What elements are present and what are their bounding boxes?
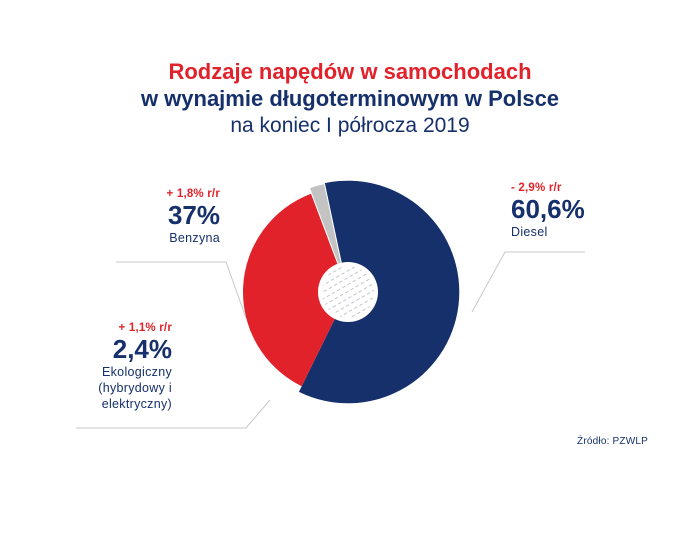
title-line-2: w wynajmie długoterminowym w Polsce	[140, 86, 560, 111]
diesel-value: 60,6%	[511, 194, 585, 224]
source-note: Źródło: PZWLP	[577, 436, 648, 447]
eko-name-line1: Ekologiczny	[102, 365, 172, 379]
slice-benzyna	[242, 193, 348, 387]
leader-diesel	[471, 251, 585, 313]
benzyna-value: 37%	[167, 200, 220, 230]
benzyna-change: + 1,8% r/r	[166, 188, 220, 200]
center-pattern	[322, 266, 374, 318]
title-line-1: Rodzaje napędów w samochodach	[168, 59, 532, 84]
slice-eko	[310, 184, 345, 279]
diesel-name: Diesel	[511, 225, 548, 239]
diesel-change: - 2,9% r/r	[511, 182, 562, 194]
slice-diesel	[298, 180, 460, 404]
benzyna-name: Benzyna	[169, 231, 220, 245]
label-benzyna: + 1,8% r/r 37% Benzyna	[110, 188, 220, 246]
chart-title: Rodzaje napędów w samochodach w wynajmie…	[0, 58, 700, 139]
eko-value: 2,4%	[112, 334, 172, 364]
label-eko: + 1,1% r/r 2,4% Ekologiczny (hybrydowy i…	[60, 322, 172, 412]
label-diesel: - 2,9% r/r 60,6% Diesel	[511, 182, 621, 240]
eko-change: + 1,1% r/r	[118, 322, 172, 334]
title-line-3: na koniec I półrocza 2019	[230, 114, 470, 137]
leader-eko	[76, 399, 271, 429]
leader-lines	[76, 251, 585, 429]
leader-benzyna	[116, 261, 247, 319]
eko-name-line3: elektryczny)	[101, 397, 172, 411]
pie-slices	[242, 180, 460, 404]
eko-name-line2: (hybrydowy i	[98, 381, 172, 395]
